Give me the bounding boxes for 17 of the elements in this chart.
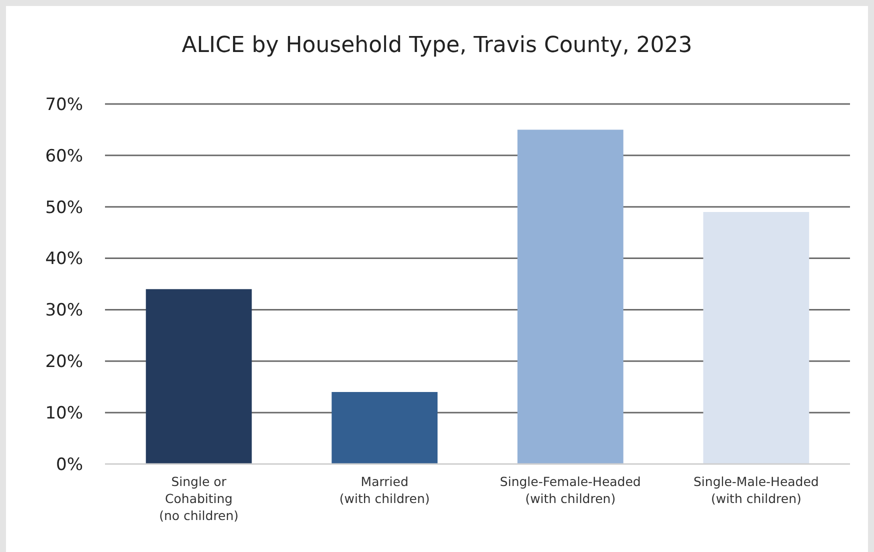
x-tick-label: Single-Female-Headed (with children) — [500, 474, 641, 506]
y-tick-label: 70% — [45, 94, 83, 115]
y-tick-label: 0% — [56, 454, 83, 475]
x-tick-label: Married (with children) — [339, 474, 430, 506]
y-tick-label: 60% — [45, 146, 83, 166]
y-tick-label: 30% — [45, 300, 83, 321]
bar — [332, 392, 438, 464]
x-tick-label: Single-Male-Headed (with children) — [693, 474, 819, 506]
bar — [517, 130, 624, 464]
x-tick-label: Single or Cohabiting (no children) — [159, 474, 239, 523]
y-tick-label: 20% — [45, 352, 83, 372]
y-tick-label: 50% — [45, 198, 83, 218]
y-tick-label: 40% — [45, 249, 83, 270]
chart-title: ALICE by Household Type, Travis County, 2023 — [182, 33, 692, 58]
bar — [703, 212, 810, 464]
y-tick-label: 10% — [45, 404, 83, 424]
bar — [146, 289, 252, 464]
